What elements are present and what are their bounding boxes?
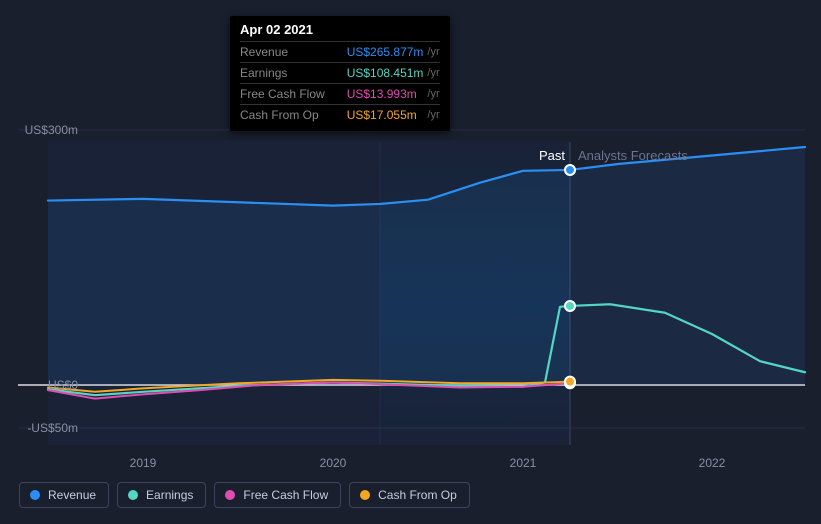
- chart-tooltip: Apr 02 2021 RevenueUS$265.877m/yrEarning…: [230, 16, 450, 131]
- tooltip-date: Apr 02 2021: [240, 22, 440, 37]
- tooltip-row-value: US$108.451m: [347, 63, 428, 84]
- tooltip-row-unit: /yr: [427, 63, 439, 84]
- legend-dot-icon: [30, 490, 40, 500]
- legend-item-label: Free Cash Flow: [243, 488, 328, 502]
- legend-item-fcf[interactable]: Free Cash Flow: [214, 482, 341, 508]
- tooltip-row-value: US$17.055m: [347, 105, 428, 126]
- x-axis-tick-label: 2019: [130, 456, 157, 470]
- legend-item-label: Cash From Op: [378, 488, 457, 502]
- legend-dot-icon: [225, 490, 235, 500]
- tooltip-row-unit: /yr: [427, 84, 439, 105]
- legend-dot-icon: [360, 490, 370, 500]
- tooltip-row: RevenueUS$265.877m/yr: [240, 42, 440, 63]
- y-axis-tick-label: US$300m: [25, 123, 78, 137]
- y-axis-tick-label: -US$50m: [27, 421, 78, 435]
- tooltip-row-unit: /yr: [427, 42, 439, 63]
- tooltip-table: RevenueUS$265.877m/yrEarningsUS$108.451m…: [240, 41, 440, 125]
- tooltip-row-unit: /yr: [427, 105, 439, 126]
- tooltip-row: EarningsUS$108.451m/yr: [240, 63, 440, 84]
- tooltip-row-label: Revenue: [240, 42, 347, 63]
- legend-item-label: Revenue: [48, 488, 96, 502]
- cfo-current-marker: [565, 377, 575, 387]
- x-axis-tick-label: 2020: [320, 456, 347, 470]
- tooltip-row: Cash From OpUS$17.055m/yr: [240, 105, 440, 126]
- legend-dot-icon: [128, 490, 138, 500]
- tooltip-row-label: Free Cash Flow: [240, 84, 347, 105]
- legend-item-label: Earnings: [146, 488, 193, 502]
- x-axis-tick-label: 2021: [510, 456, 537, 470]
- tooltip-row-label: Earnings: [240, 63, 347, 84]
- financials-chart: Apr 02 2021 RevenueUS$265.877m/yrEarning…: [0, 0, 821, 524]
- legend-item-revenue[interactable]: Revenue: [19, 482, 109, 508]
- x-axis-tick-label: 2022: [699, 456, 726, 470]
- legend-item-cfo[interactable]: Cash From Op: [349, 482, 470, 508]
- revenue-current-marker: [565, 165, 575, 175]
- period-label-forecast: Analysts Forecasts: [578, 148, 688, 163]
- tooltip-row: Free Cash FlowUS$13.993m/yr: [240, 84, 440, 105]
- chart-legend: Revenue Earnings Free Cash Flow Cash From O…: [19, 482, 470, 508]
- earnings-current-marker: [565, 301, 575, 311]
- y-axis-tick-label: US$0: [48, 378, 78, 392]
- period-label-past: Past: [539, 148, 565, 163]
- tooltip-row-value: US$13.993m: [347, 84, 428, 105]
- legend-item-earnings[interactable]: Earnings: [117, 482, 206, 508]
- tooltip-row-label: Cash From Op: [240, 105, 347, 126]
- tooltip-row-value: US$265.877m: [347, 42, 428, 63]
